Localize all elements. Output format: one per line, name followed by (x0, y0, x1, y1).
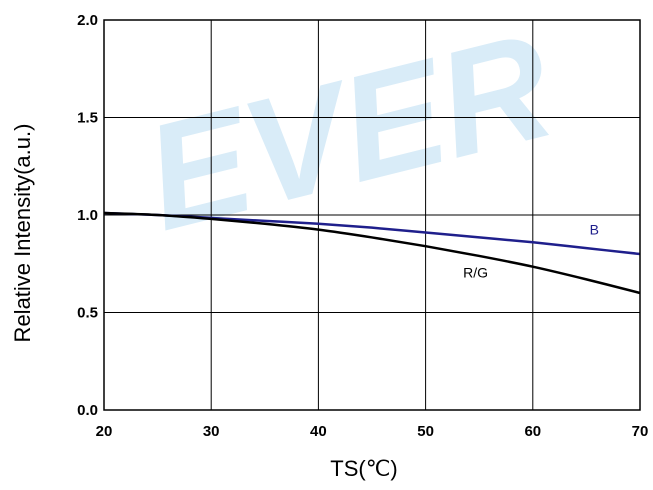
series-line-rg (103, 211, 641, 295)
y-tick-label: 1.0 (77, 207, 98, 224)
plot-frame (103, 19, 641, 411)
x-tick-label: 70 (632, 423, 649, 440)
x-tick-label: 40 (310, 423, 327, 440)
series-label-rg: R/G (463, 264, 488, 280)
y-tick-label: 0.5 (77, 305, 98, 322)
tick-labels: 20 30 40 50 60 70 0.0 0.5 1.0 1.5 2.0 (77, 12, 648, 440)
series-lines (103, 211, 641, 295)
x-tick-label: 30 (203, 423, 220, 440)
x-tick-label: 60 (524, 423, 541, 440)
series-labels: B R/G (463, 222, 599, 281)
y-axis-title: Relative Intensity(a.u.) (10, 124, 35, 343)
y-tick-label: 2.0 (77, 12, 98, 29)
x-tick-label: 20 (96, 423, 113, 440)
x-axis-title: TS(℃) (330, 456, 397, 481)
watermark-text: EVER (130, 0, 567, 262)
y-tick-label: 0.0 (77, 402, 98, 419)
y-tick-label: 1.5 (77, 110, 98, 127)
x-tick-label: 50 (417, 423, 434, 440)
series-label-b: B (590, 222, 599, 238)
